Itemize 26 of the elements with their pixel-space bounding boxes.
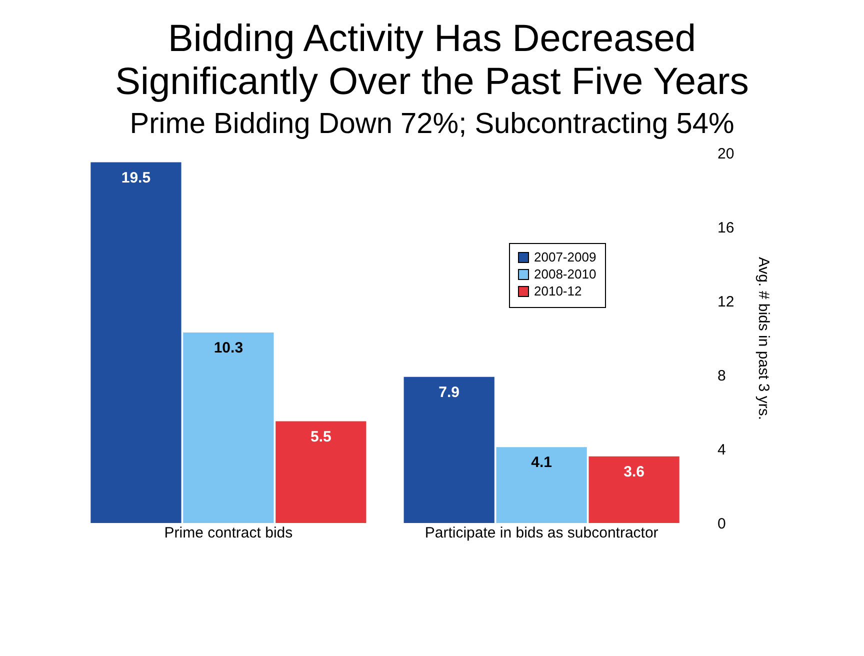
legend-label: 2010-12 [534, 284, 582, 298]
data-label: 5.5 [310, 428, 332, 446]
bar [276, 421, 366, 523]
chart-subtitle: Prime Bidding Down 72%; Subcontracting 54% [128, 108, 736, 141]
y-tick-label: 4 [718, 442, 726, 458]
legend-label: 2008-2010 [534, 266, 596, 282]
y-axis-title: Avg. # bids in past 3 yrs. [755, 256, 772, 420]
y-tick-label: 8 [718, 368, 726, 384]
data-label: 4.1 [531, 454, 552, 472]
data-label: 7.9 [438, 384, 460, 401]
y-tick-label: 0 [718, 516, 726, 532]
bar [496, 447, 587, 523]
bar [183, 332, 274, 523]
y-tick-label: 20 [718, 146, 734, 162]
data-label: 10.3 [214, 339, 244, 356]
data-label: 19.5 [121, 169, 151, 186]
y-tick-label: 16 [718, 220, 734, 236]
bar [404, 376, 494, 523]
x-tick-label: Participate in bids as subcontractor [424, 524, 658, 542]
y-tick-label: 12 [718, 294, 734, 310]
x-tick-label: Prime contract bids [164, 524, 293, 542]
data-label: 3.6 [624, 463, 644, 480]
legend-label: 2007-2009 [534, 250, 596, 264]
chart-title: Bidding Activity Has Decreased Significantly Over the Past Five Years [114, 18, 750, 104]
bar [588, 456, 680, 523]
bar [90, 162, 182, 523]
